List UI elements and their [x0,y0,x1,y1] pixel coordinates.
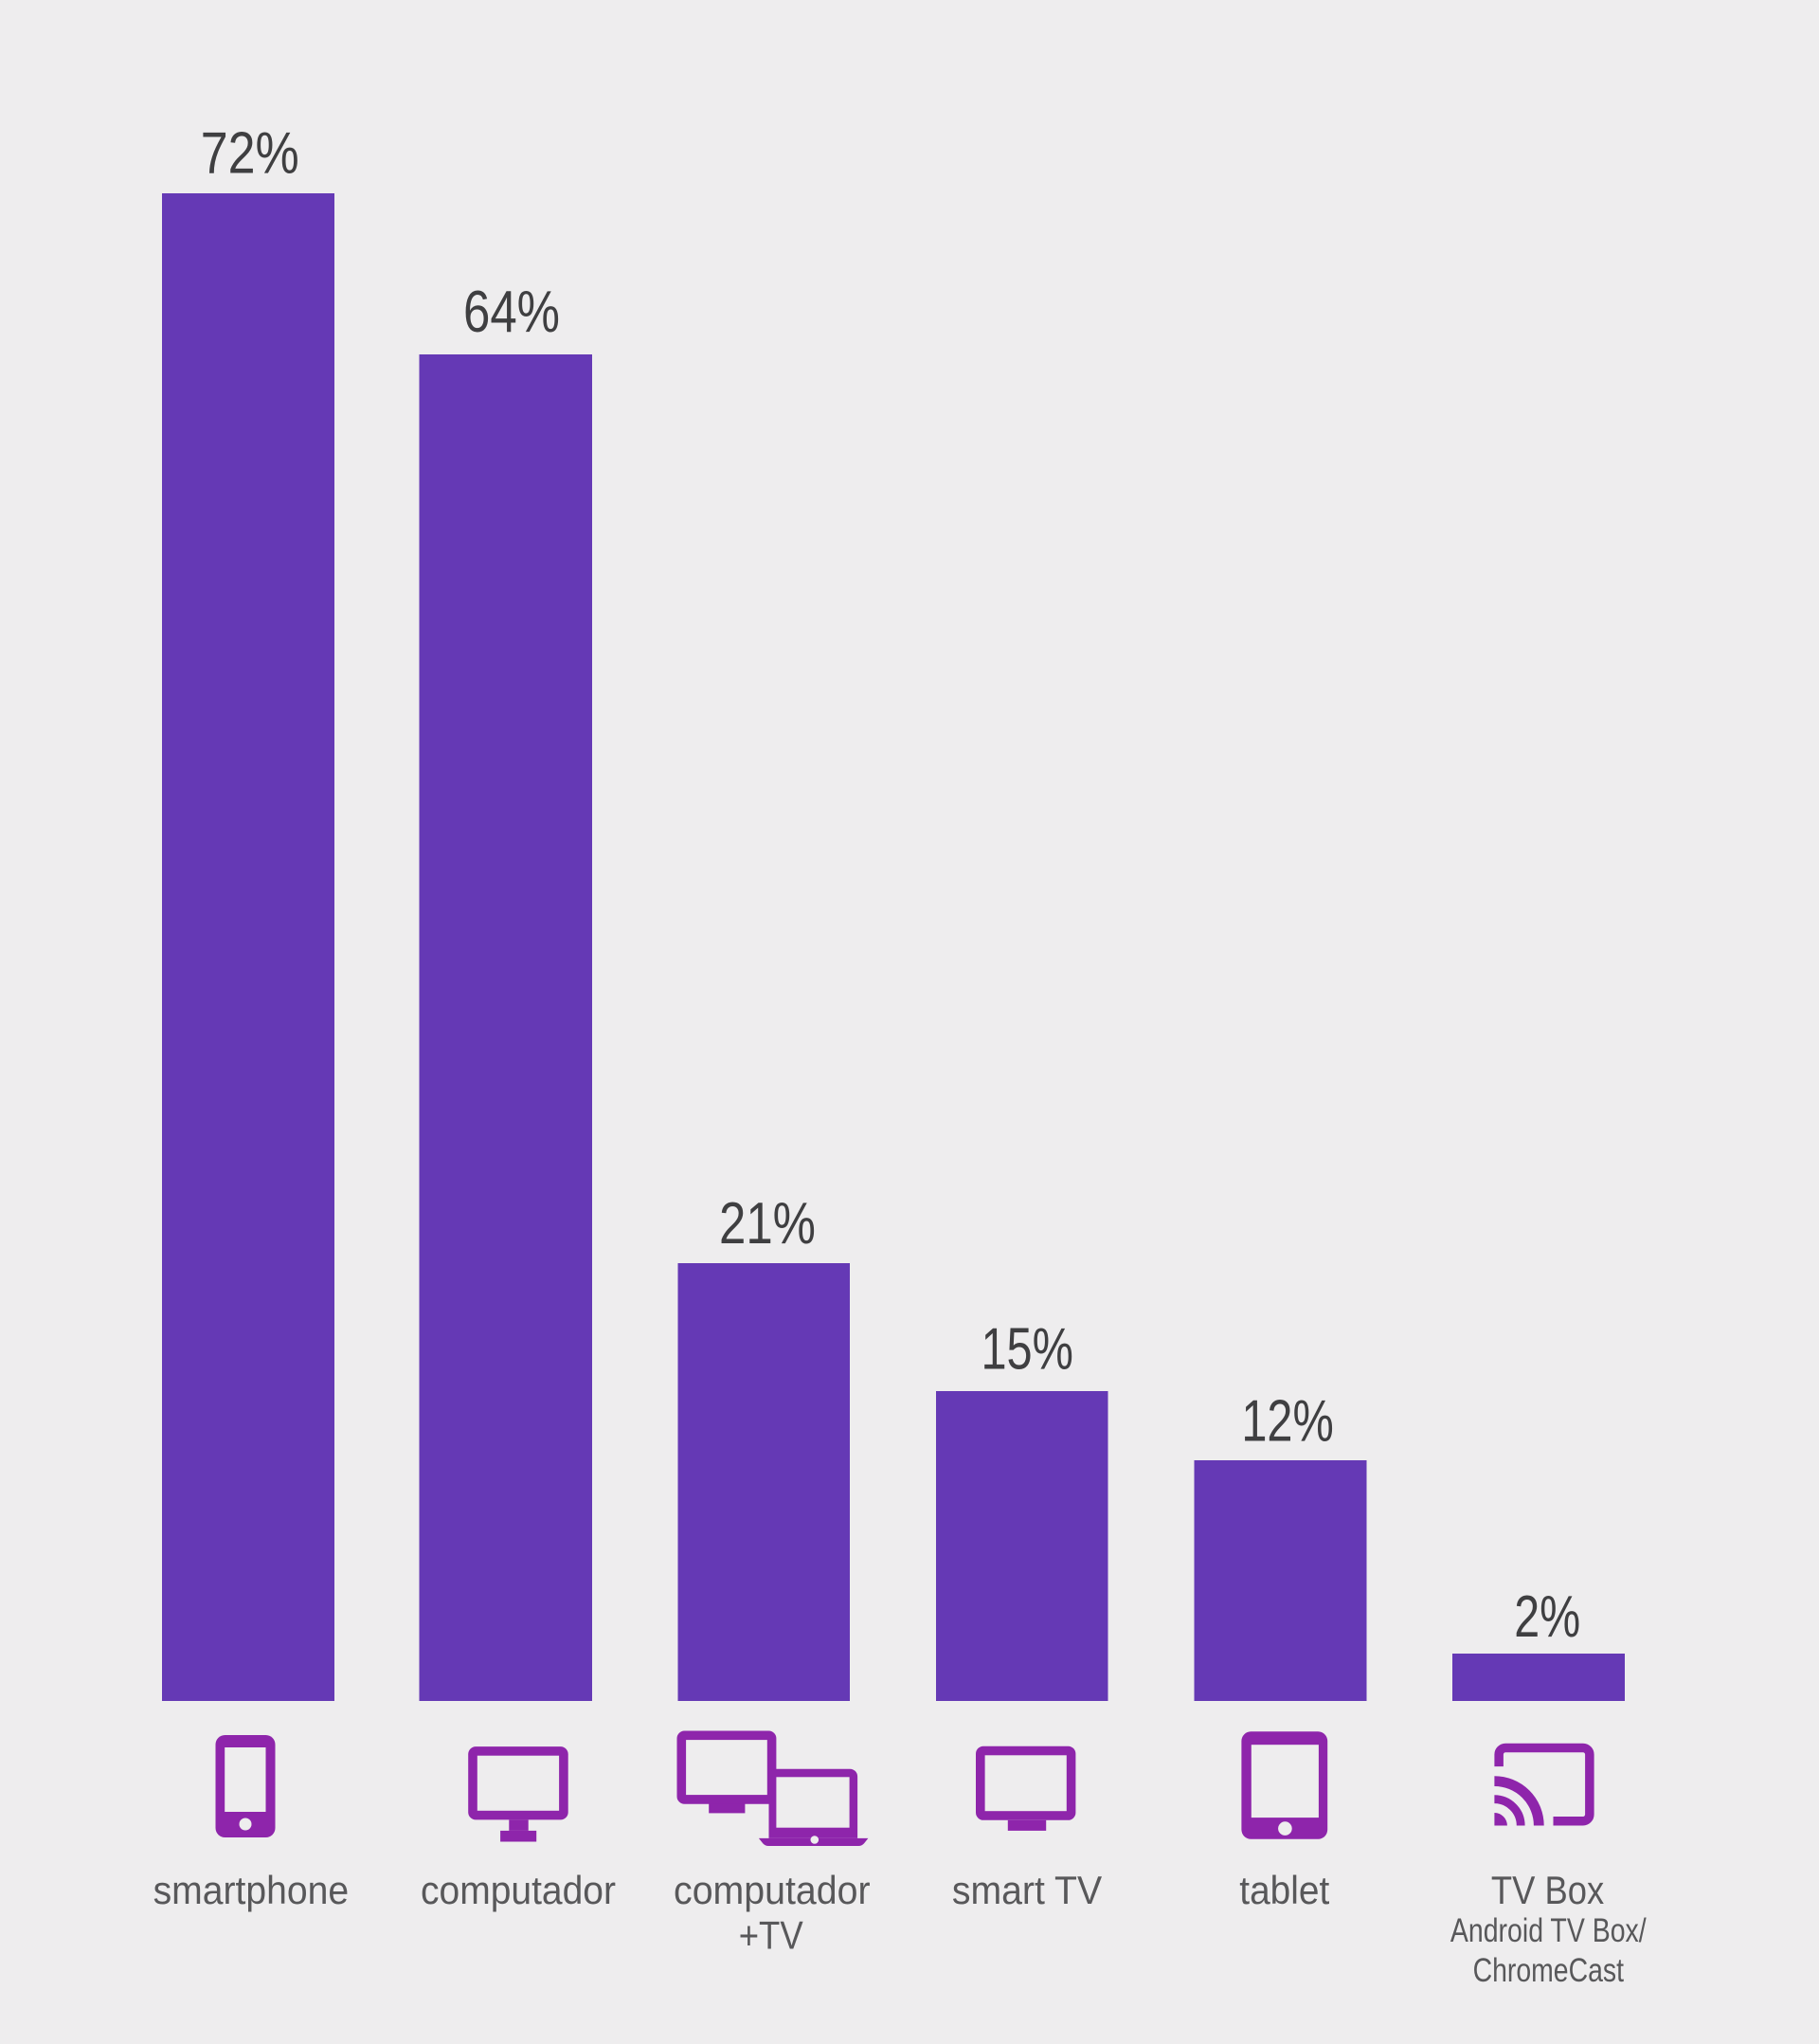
svg-text:Android TV Box/: Android TV Box/ [1450,1912,1647,1949]
svg-text:computador: computador [421,1868,616,1912]
svg-text:+TV: +TV [739,1913,803,1958]
svg-text:12%: 12% [1241,1388,1334,1455]
svg-text:computador: computador [674,1868,871,1912]
svg-text:smartphone: smartphone [153,1868,350,1912]
svg-text:72%: 72% [201,120,299,187]
svg-text:tablet: tablet [1239,1868,1329,1912]
svg-text:15%: 15% [981,1316,1073,1383]
svg-text:TV Box: TV Box [1491,1868,1605,1912]
svg-text:21%: 21% [719,1190,816,1257]
svg-text:64%: 64% [463,279,560,345]
svg-text:2%: 2% [1514,1583,1580,1650]
svg-text:ChromeCast: ChromeCast [1473,1952,1625,1989]
svg-text:smart TV: smart TV [952,1868,1103,1912]
